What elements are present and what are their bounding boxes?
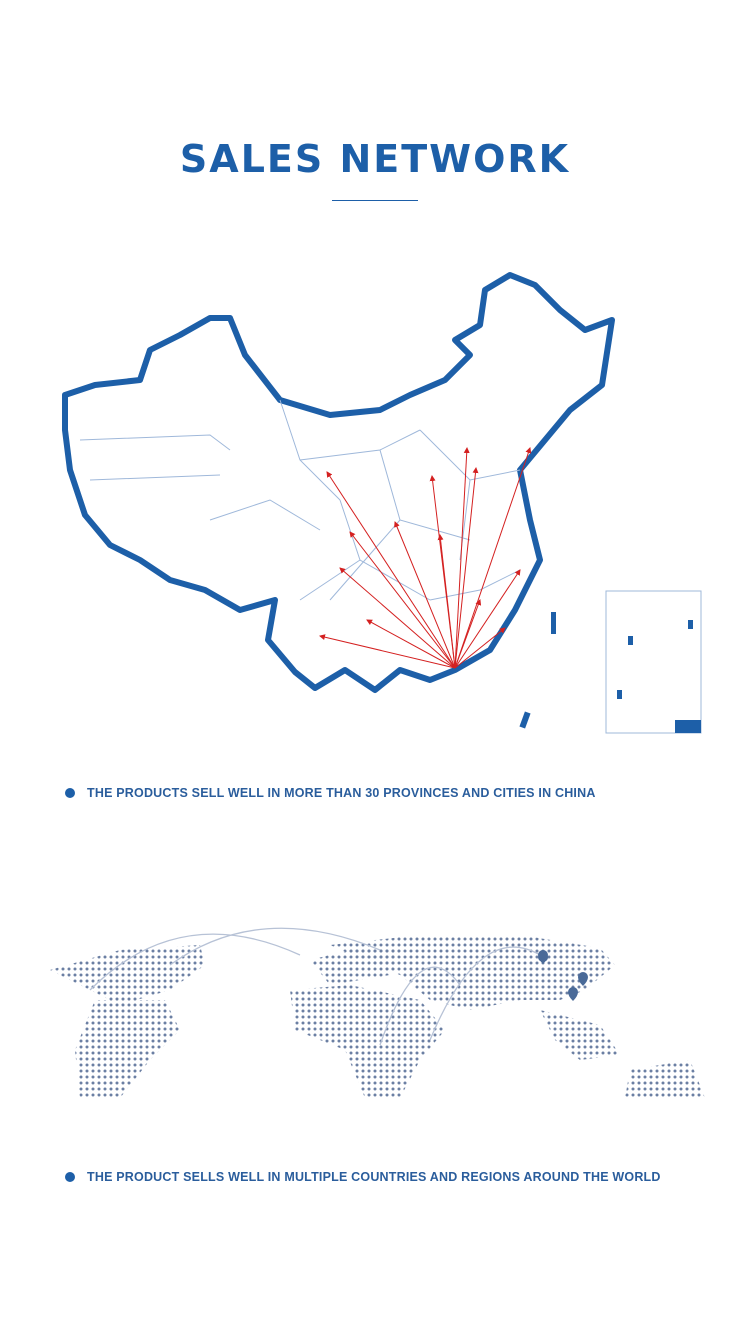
south-china-sea-inset: [605, 590, 702, 734]
taiwan-island: [551, 612, 556, 634]
world-caption-text: THE PRODUCT SELLS WELL IN MULTIPLE COUNT…: [87, 1170, 661, 1184]
world-caption: THE PRODUCT SELLS WELL IN MULTIPLE COUNT…: [65, 1170, 661, 1184]
sales-arrow: [454, 627, 506, 669]
location-markers: [538, 950, 588, 1001]
continents: [50, 935, 705, 1098]
china-caption: THE PRODUCTS SELL WELL IN MORE THAN 30 P…: [65, 786, 596, 800]
sales-arrow: [454, 569, 521, 669]
sales-arrow: [319, 634, 456, 669]
australia: [625, 1060, 705, 1098]
title-underline: [332, 200, 418, 201]
sales-arrow: [366, 619, 456, 669]
sales-arrow: [339, 567, 456, 669]
sales-arrow: [326, 471, 456, 669]
southeast-asia: [540, 1010, 620, 1060]
sales-arrow: [454, 447, 470, 669]
sales-arrow: [454, 467, 479, 669]
china-outline: [62, 272, 615, 693]
sales-arrow: [394, 521, 456, 669]
sales-arrow: [437, 534, 456, 669]
north-america: [50, 945, 205, 1005]
sales-arrow: [349, 531, 456, 669]
province-lines: [79, 399, 521, 601]
route-arcs: [89, 927, 541, 1046]
map-pin-icon: [538, 950, 549, 964]
africa: [290, 985, 445, 1098]
map-pin-icon: [578, 972, 588, 986]
china-caption-text: THE PRODUCTS SELL WELL IN MORE THAN 30 P…: [87, 786, 596, 800]
china-map: [62, 272, 702, 734]
world-map: [50, 927, 705, 1098]
sales-arrows: [319, 447, 532, 669]
sales-arrow: [454, 599, 482, 669]
map-pin-icon: [568, 987, 578, 1001]
bullet-icon: [65, 1172, 75, 1182]
bullet-icon: [65, 788, 75, 798]
south-america: [75, 1000, 180, 1098]
sales-arrow: [454, 447, 532, 669]
page-title: SALES NETWORK: [179, 137, 571, 181]
hainan-mark: [519, 711, 531, 729]
